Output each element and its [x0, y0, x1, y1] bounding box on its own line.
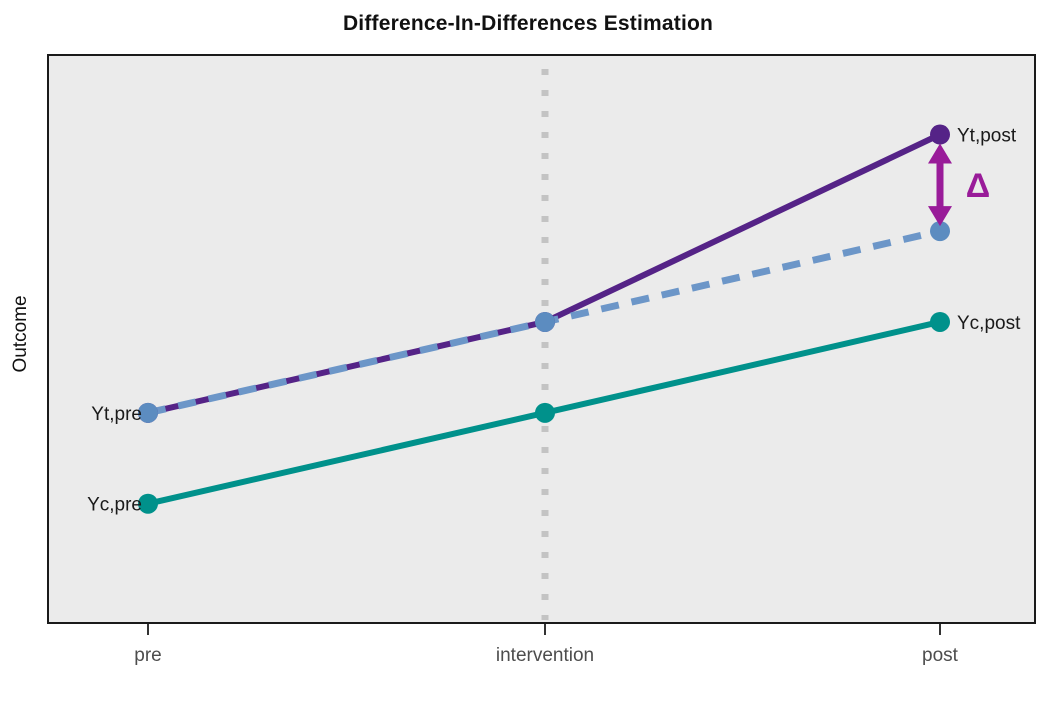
plot-panel	[47, 54, 1036, 624]
treatment-point-post	[930, 124, 950, 145]
control-point-pre	[138, 493, 158, 514]
chart-title: Difference-In-Differences Estimation	[342, 12, 714, 35]
x-tick-label-post: post	[922, 645, 958, 666]
delta-arrow-head-up	[928, 143, 952, 164]
counterfactual-point-post	[930, 221, 950, 242]
x-tick-label-pre: pre	[134, 645, 162, 666]
delta-label: Δ	[966, 167, 990, 205]
x-tick-label-intervention: intervention	[495, 645, 595, 666]
control-post-label: Yc,post	[957, 313, 1021, 334]
control-pre-label: Yc,pre	[87, 495, 142, 516]
control-point-intervention	[535, 402, 555, 423]
treatment-pre-label: Yt,pre	[91, 404, 142, 425]
counterfactual-point-intervention	[535, 311, 555, 332]
control-point-post	[930, 311, 950, 332]
treatment-post-label: Yt,post	[957, 126, 1017, 147]
delta-arrow-head-down	[928, 206, 952, 227]
counterfactual-point-pre	[138, 402, 158, 423]
